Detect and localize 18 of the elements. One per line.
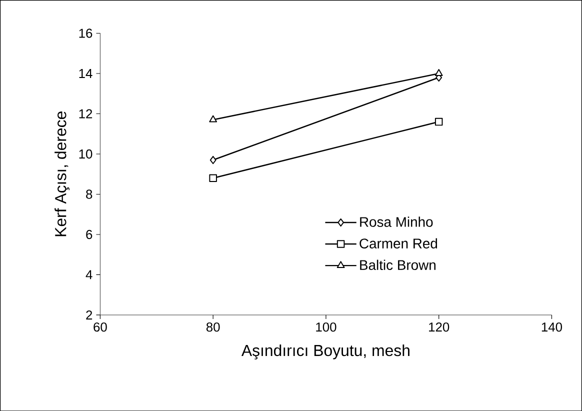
y-tick-label: 16 xyxy=(79,28,92,38)
y-tick-label: 2 xyxy=(86,310,92,320)
x-tick-label: 100 xyxy=(316,322,336,332)
y-axis-title: Kerf Açısı, derece xyxy=(54,111,70,236)
legend-label: Rosa Minho xyxy=(360,216,433,227)
legend-label: Carmen Red xyxy=(360,238,438,248)
y-tick-label: 10 xyxy=(79,149,92,158)
x-tick-label: 140 xyxy=(542,322,562,332)
x-tick-label: 120 xyxy=(429,322,450,332)
x-tick-label: 60 xyxy=(94,322,107,332)
x-tick-label: 80 xyxy=(206,322,220,332)
y-tick-label: 6 xyxy=(86,230,92,239)
y-tick-label: 4 xyxy=(86,270,92,280)
y-tick-label: 8 xyxy=(86,190,92,199)
y-tick-label: 12 xyxy=(79,109,92,118)
y-tick-label: 14 xyxy=(79,68,92,78)
x-axis-title: Aşındırıcı Boyutu, mesh xyxy=(241,344,410,360)
legend-label: Baltic Brown xyxy=(360,260,436,270)
